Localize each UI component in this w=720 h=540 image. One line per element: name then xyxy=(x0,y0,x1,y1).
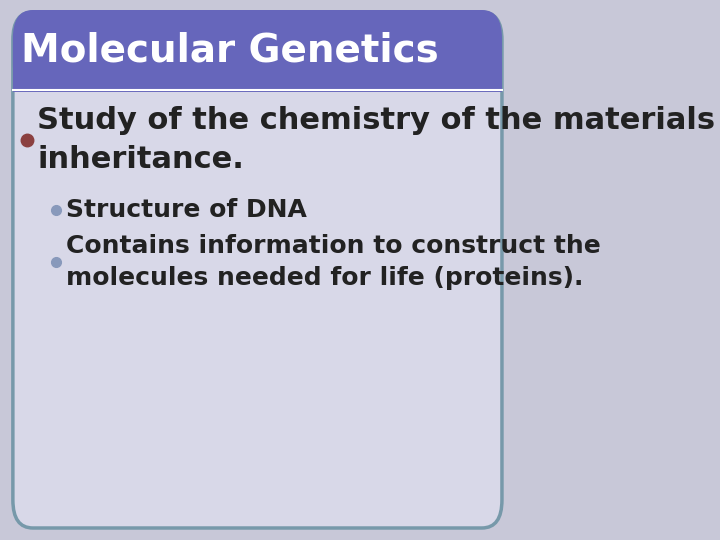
Text: Contains information to construct the
molecules needed for life (proteins).: Contains information to construct the mo… xyxy=(66,234,600,290)
FancyBboxPatch shape xyxy=(13,12,502,528)
Text: Structure of DNA: Structure of DNA xyxy=(66,198,307,222)
Text: Molecular Genetics: Molecular Genetics xyxy=(22,31,439,69)
FancyBboxPatch shape xyxy=(13,62,502,92)
Text: Study of the chemistry of the materials of
inheritance.: Study of the chemistry of the materials … xyxy=(37,106,720,173)
FancyBboxPatch shape xyxy=(13,10,502,92)
